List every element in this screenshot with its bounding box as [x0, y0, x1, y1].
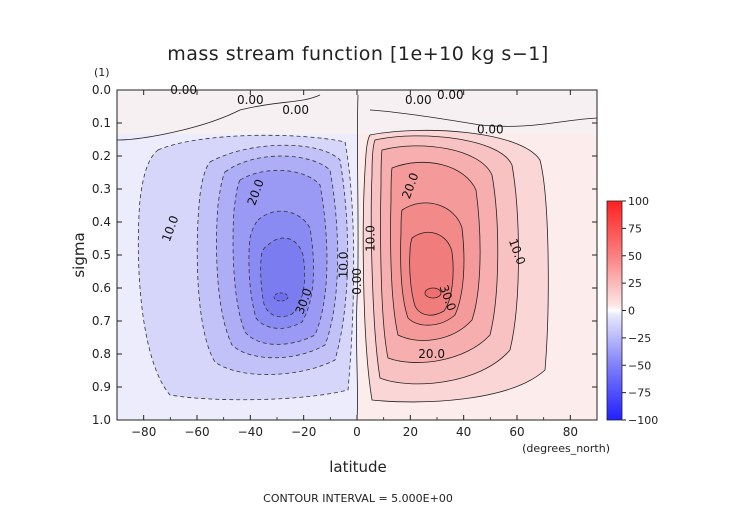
colorbar-gradient	[606, 200, 623, 421]
contour-label: 0.00	[350, 268, 364, 295]
contour-label: 0.00	[405, 93, 432, 107]
y-tick-label: 0.5	[92, 248, 111, 262]
y-tick-label: 0.4	[92, 215, 111, 229]
zero-contour-equator	[356, 94, 359, 420]
x-axis-label: latitude	[329, 458, 387, 476]
contour-label: 0.00	[170, 83, 197, 97]
x-tick-label: 40	[456, 425, 471, 439]
colorbar-tick-label: 75	[628, 222, 642, 235]
zero-contours	[117, 94, 597, 420]
y-tick-label: 0.8	[92, 347, 111, 361]
colorbar-tick-label: 25	[628, 277, 642, 290]
y-tick-label: 0.1	[92, 116, 111, 130]
x-axis: −80 −60 −40 −20 0 20 40 60 80	[116, 90, 598, 439]
contour-label: 0.00	[437, 88, 464, 102]
colorbar-tick-label: 0	[628, 305, 635, 318]
colorbar-tick-label: −50	[628, 359, 651, 372]
y-axis: 0.0 0.1 0.2 0.3 0.4 0.5 0.6 0.7 0.8 0.9 1.0	[92, 83, 597, 427]
y-tick-label: 0.7	[92, 314, 111, 328]
zero-contour-top-south	[117, 94, 321, 141]
contour-label: 0.00	[477, 123, 504, 137]
contour-label: 20.0	[418, 347, 445, 361]
neg-contour-35	[273, 292, 289, 302]
y-tick-label: 1.0	[92, 413, 111, 427]
y-tick-label: 0.0	[92, 83, 111, 97]
colorbar-tick-label: −75	[628, 387, 651, 400]
x-tick-label: −80	[131, 425, 156, 439]
y-unit-label: (1)	[94, 66, 110, 79]
pos-contour-35	[424, 287, 442, 299]
y-tick-label: 0.6	[92, 281, 111, 295]
contour-label: 0.00	[237, 93, 264, 107]
neg-contour-30	[260, 237, 306, 318]
x-tick-label: −20	[291, 425, 316, 439]
x-tick-label: 0	[353, 425, 361, 439]
colorbar-tick-label: 100	[628, 195, 649, 208]
pos-contour-30	[409, 232, 454, 316]
zero-contour-top-north	[369, 109, 597, 127]
colorbar-tick-label: −100	[628, 414, 658, 427]
northern-cell-fills	[362, 129, 549, 403]
contour-label: 10.0	[363, 225, 377, 252]
x-tick-label: −60	[184, 425, 209, 439]
y-tick-label: 0.2	[92, 149, 111, 163]
contour-interval-note: CONTOUR INTERVAL = 5.000E+00	[263, 492, 453, 505]
y-tick-label: 0.3	[92, 182, 111, 196]
plot-area	[117, 90, 597, 420]
colorbar: 100 75 50 25 0 −25 −50 −75 −100	[606, 195, 658, 427]
y-axis-label: sigma	[70, 232, 88, 277]
y-tick-label: 0.9	[92, 380, 111, 394]
x-tick-label: 80	[563, 425, 578, 439]
x-unit-label: (degrees_north)	[522, 442, 610, 455]
colorbar-tick-label: −25	[628, 332, 651, 345]
colorbar-ticks: 100 75 50 25 0 −25 −50 −75 −100	[622, 195, 658, 427]
southern-cell-fills	[137, 134, 355, 401]
chart-title: mass stream function [1e+10 kg s−1]	[167, 43, 549, 65]
contour-label: 10.0	[337, 252, 351, 279]
colorbar-tick-label: 50	[628, 250, 642, 263]
x-tick-label: 20	[403, 425, 418, 439]
x-tick-label: 60	[509, 425, 524, 439]
contour-label: 0.00	[282, 103, 309, 117]
x-tick-label: −40	[238, 425, 263, 439]
